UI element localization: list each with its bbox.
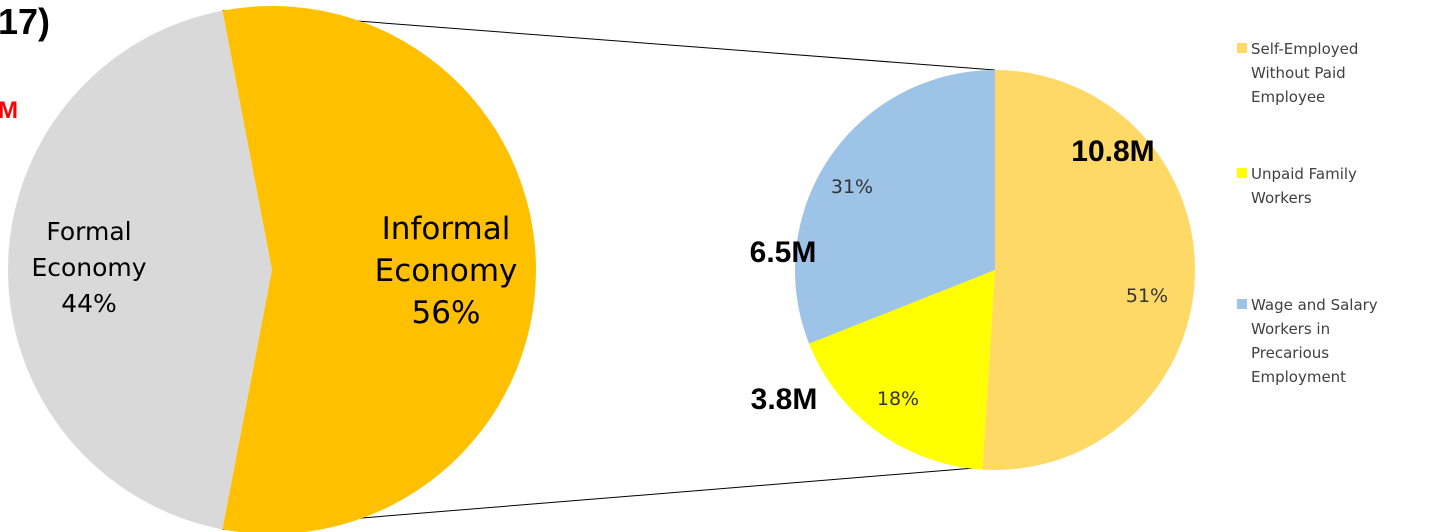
legend-label: Employee [1251,88,1325,106]
slice-formal-economy [7,10,272,530]
legend-label: Unpaid Family [1251,165,1357,183]
label-formal-economy: Formal Economy 44% [31,217,146,318]
main-pie-labels: Formal Economy 44% Informal Economy 56% [31,211,517,331]
pct-label-self-employed: 51% [1126,285,1168,307]
pct-label-unpaid-family: 18% [877,388,919,410]
legend-swatch [1237,43,1247,53]
legend-label: Self-Employed [1251,40,1358,58]
legend-swatch [1237,299,1247,309]
slice-unpaid-family [809,270,995,470]
label-informal-economy-line: 56% [412,295,481,331]
legend-label: Employment [1251,368,1346,386]
legend-label: Wage and Salary [1251,296,1378,314]
count-label-wage-salary: 6.5M [750,236,817,269]
legend-item-wage-salary: Wage and Salary Workers in Precarious Emplo… [1237,296,1378,386]
label-formal-economy-line: Formal [46,217,131,246]
legend-label: Without Paid [1251,64,1346,82]
legend-item-unpaid-family: Unpaid Family Workers [1237,165,1357,207]
main-pie [7,6,536,532]
label-informal-economy: Informal Economy 56% [375,211,518,331]
slice-informal-economy [222,6,536,532]
total-fragment: M [0,97,18,124]
count-label-self-employed: 10.8M [1071,135,1154,168]
legend-swatch [1237,168,1247,178]
legend-label: Precarious [1251,344,1329,362]
pct-label-wage-salary: 31% [831,176,873,198]
label-formal-economy-line: 44% [61,289,117,318]
chart-title-fragment: 17) [0,1,50,42]
legend-label: Workers in [1251,320,1330,338]
label-informal-economy-line: Economy [375,253,518,289]
legend-label: Workers [1251,189,1312,207]
legend: Self-Employed Without Paid Employee Unpaid … [1237,40,1378,386]
sub-pie [795,70,1196,470]
label-formal-economy-line: Economy [31,253,146,282]
label-informal-economy-line: Informal [382,211,511,247]
sub-pie-labels: 51% 10.8M 18% 3.8M 31% 6.5M [750,135,1168,416]
slice-self-employed [982,70,1196,470]
slice-wage-salary [795,70,995,344]
legend-item-self-employed: Self-Employed Without Paid Employee [1237,40,1358,106]
count-label-unpaid-family: 3.8M [751,383,818,416]
